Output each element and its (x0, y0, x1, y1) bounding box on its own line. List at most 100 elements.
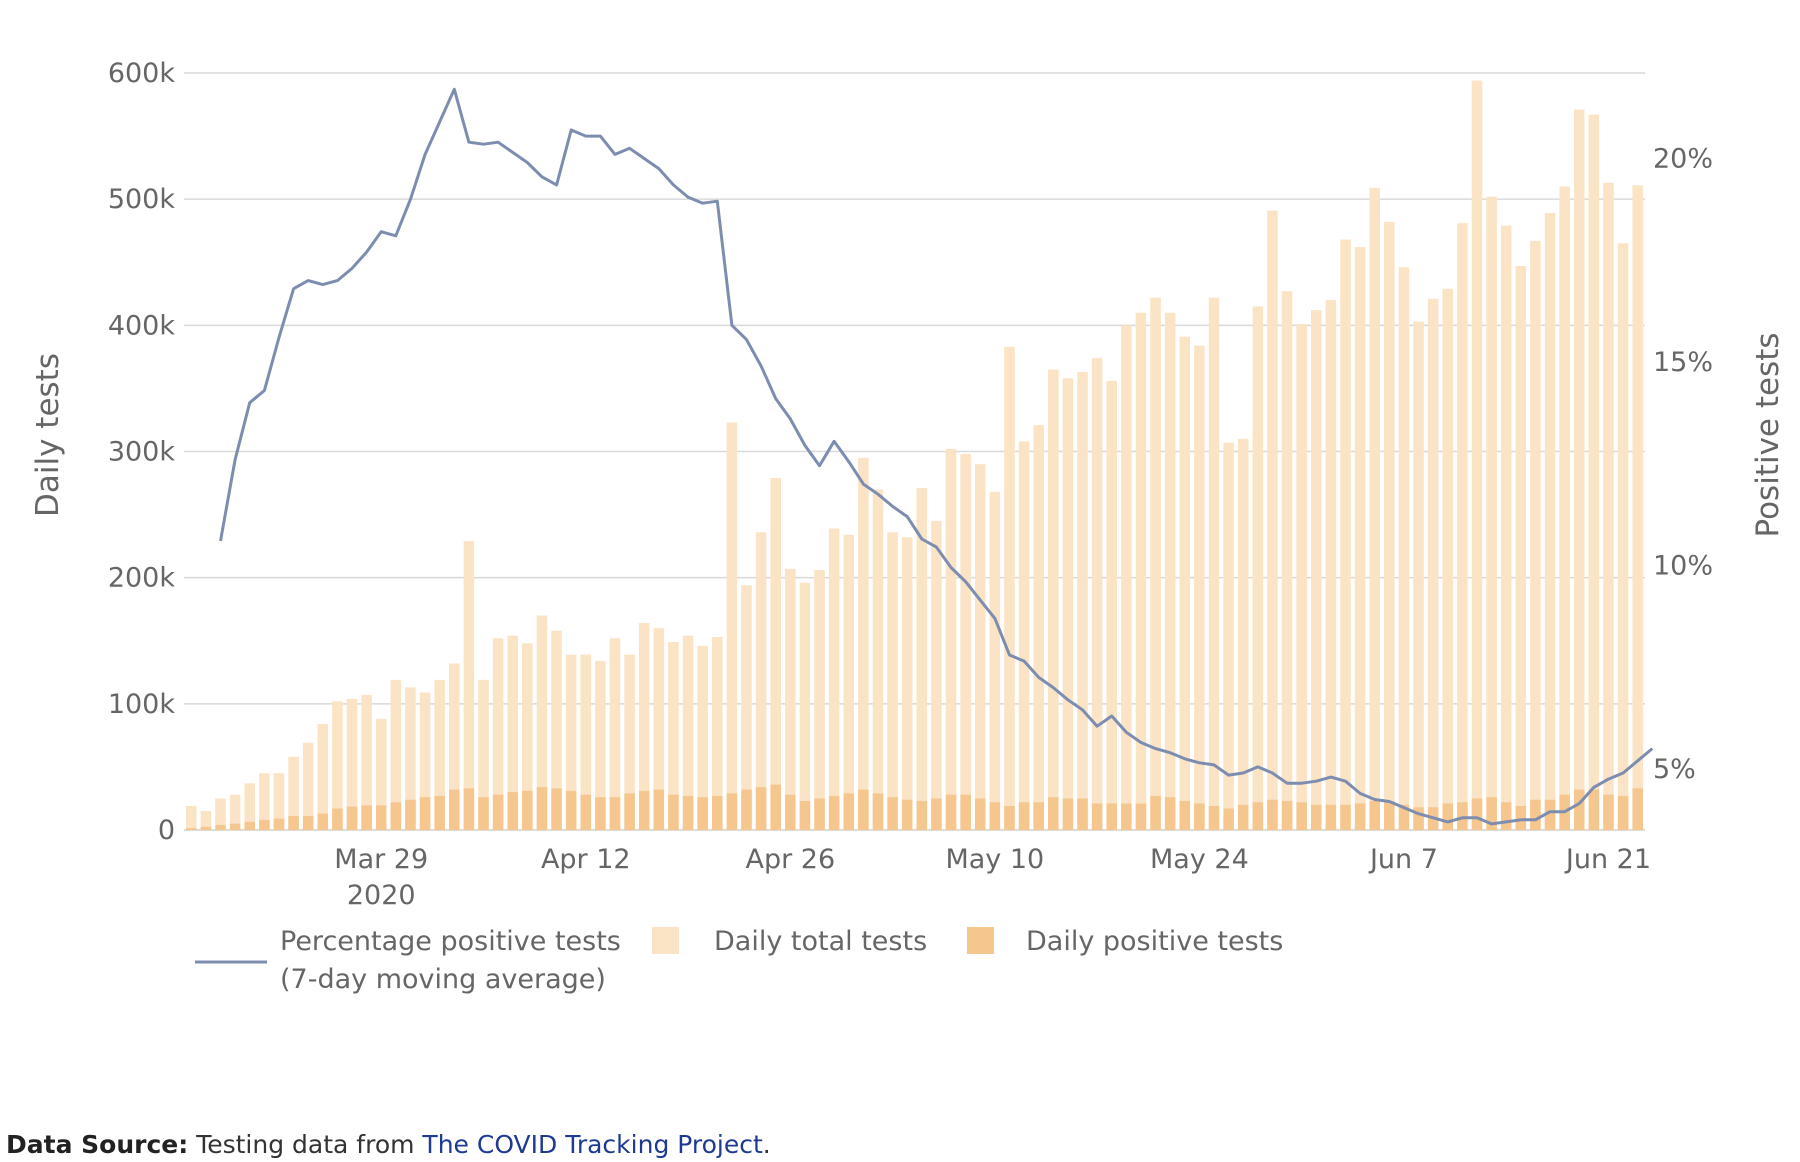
total-tests-bar (1223, 442, 1234, 830)
total-tests-bar (1486, 196, 1497, 831)
positive-tests-bar (375, 805, 387, 830)
total-tests-bar (1267, 210, 1278, 830)
positive-tests-bar (332, 808, 343, 830)
total-tests-bar (828, 528, 840, 830)
total-tests-bar (434, 679, 445, 830)
total-tests-bar (624, 654, 635, 830)
total-tests-bar (1340, 239, 1351, 831)
total-tests-bar (1500, 225, 1512, 830)
positive-tests-bar (741, 789, 752, 830)
total-tests-bar (1442, 288, 1454, 830)
positive-tests-bar (1311, 804, 1322, 830)
positive-tests-bar (302, 816, 314, 830)
total-tests-bar (507, 635, 518, 830)
positive-tests-bar (215, 824, 226, 830)
total-tests-bar (1530, 240, 1541, 831)
positive-tests-bar (1048, 797, 1059, 830)
left-tick-label: 300k (108, 437, 176, 468)
total-tests-bar (1281, 291, 1293, 831)
positive-tests-bar (1486, 797, 1497, 830)
positive-tests-bar (1573, 789, 1585, 830)
total-tests-bar (1471, 80, 1483, 830)
positive-tests-bar (229, 823, 241, 830)
positive-tests-bar (1223, 808, 1234, 830)
total-tests-bar (1179, 336, 1191, 830)
total-tests-bar (726, 422, 738, 830)
x-tick-label: Mar 29 (334, 844, 428, 875)
positive-tests-bar (1530, 799, 1541, 830)
legend-total-swatch (652, 927, 679, 954)
positive-tests-bar (1588, 789, 1600, 830)
total-tests-bar (200, 811, 212, 830)
total-tests-bar (580, 654, 592, 830)
right-tick-label: 15% (1653, 347, 1713, 378)
left-tick-label: 200k (108, 563, 176, 594)
total-tests-bar (638, 623, 650, 830)
total-tests-bar (858, 457, 869, 830)
x-tick-label: Apr 12 (541, 844, 631, 875)
total-tests-bar (1617, 243, 1629, 830)
total-tests-bar (1135, 312, 1147, 830)
total-tests-bar (755, 532, 767, 830)
right-axis-title: Positive tests (1750, 332, 1786, 537)
total-tests-bar (653, 628, 665, 830)
total-tests-bar (288, 756, 299, 830)
positive-tests-bar (1617, 795, 1629, 830)
positive-tests-bar (1033, 802, 1044, 830)
positive-tests-bar (551, 788, 562, 830)
positive-tests-bar (960, 794, 971, 830)
positive-rate-line-group (219, 87, 1654, 826)
total-tests-bar (390, 679, 402, 830)
total-tests-bar (916, 488, 928, 830)
positive-tests-bar (522, 790, 533, 830)
total-tests-bar (595, 660, 606, 830)
covid-tracking-project-link[interactable]: The COVID Tracking Project (422, 1130, 763, 1159)
right-tick-label: 5% (1653, 754, 1696, 785)
positive-tests-bar (668, 794, 679, 830)
left-tick-label: 0 (158, 815, 175, 846)
total-tests-bar (1559, 186, 1570, 831)
total-tests-bar (1150, 297, 1161, 830)
positive-tests-bar (1267, 799, 1278, 830)
positive-tests-bar (858, 789, 869, 830)
positive-tests-bar (1544, 799, 1556, 830)
positive-tests-bar (785, 794, 796, 830)
total-tests-bar (974, 464, 986, 830)
total-tests-bar (1252, 306, 1264, 830)
positive-tests-bar (697, 797, 708, 830)
total-tests-bar (1077, 372, 1088, 830)
total-tests-bar (1384, 221, 1395, 831)
x-tick-label: Jun 21 (1564, 844, 1651, 875)
positive-tests-bar (1018, 802, 1030, 830)
positive-tests-bar (492, 794, 504, 830)
total-tests-bar (989, 491, 1001, 830)
left-axis-title: Daily tests (30, 353, 66, 517)
total-tests-bar (770, 477, 781, 830)
total-tests-bar (259, 773, 270, 830)
total-tests-bar (697, 645, 708, 830)
data-source-caption: Data Source: Testing data from The COVID… (6, 1130, 771, 1159)
data-source-suffix: . (762, 1130, 771, 1159)
total-tests-bar (1369, 187, 1380, 831)
positive-tests-bar (1413, 807, 1424, 830)
positive-tests-bar (901, 799, 913, 830)
total-tests-bar (1194, 345, 1205, 830)
positive-tests-bar (653, 789, 665, 830)
positive-tests-bar (1208, 806, 1220, 830)
total-tests-bar (1091, 358, 1103, 830)
total-tests-bar (1632, 185, 1643, 830)
total-tests-bar (229, 794, 241, 830)
legend-label-positive-rate-sub: (7-day moving average) (280, 964, 606, 995)
total-tests-bar (1603, 182, 1614, 830)
positive-tests-bar (1252, 802, 1264, 830)
total-tests-bar (1515, 266, 1527, 830)
positive-tests-bar (463, 788, 475, 830)
total-tests-bar (1325, 300, 1337, 831)
total-tests-bar (1004, 346, 1015, 830)
positive-tests-bar (478, 797, 489, 830)
positive-tests-bar (1237, 804, 1249, 830)
legend-label-positive-tests: Daily positive tests (1026, 926, 1283, 957)
total-tests-bar (931, 520, 942, 830)
positive-tests-bar (200, 826, 212, 830)
positive-tests-bar (419, 797, 431, 830)
